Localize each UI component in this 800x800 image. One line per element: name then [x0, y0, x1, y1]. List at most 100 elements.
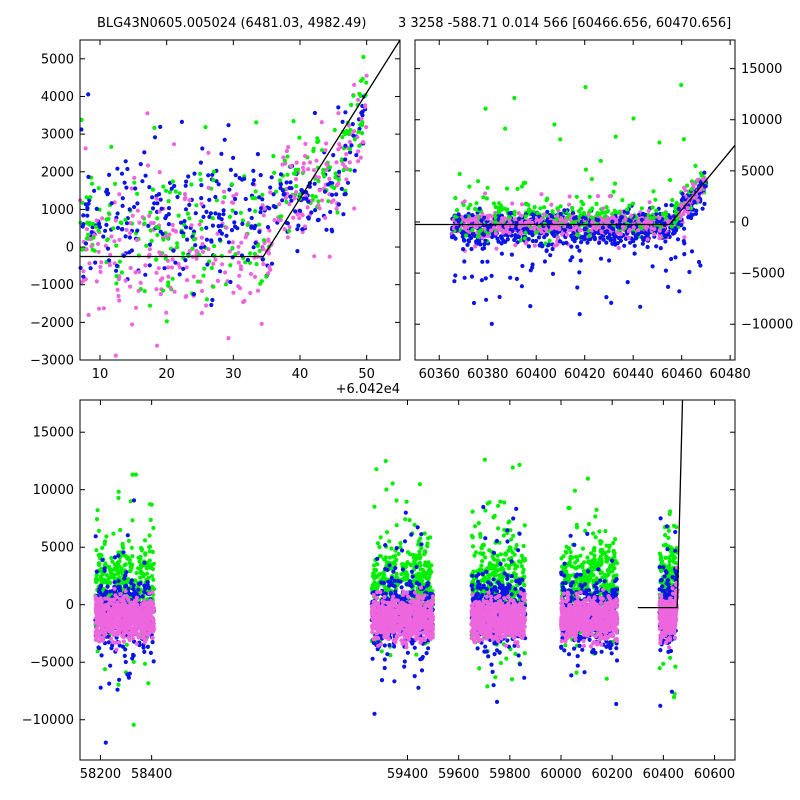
data-point: [111, 614, 116, 619]
data-point: [167, 232, 172, 237]
data-point: [301, 161, 306, 166]
data-point: [86, 312, 91, 318]
data-point: [151, 525, 156, 531]
data-point: [499, 219, 504, 224]
data-point: [255, 243, 260, 248]
data-point: [236, 260, 241, 265]
data-point: [513, 226, 519, 231]
data-point: [416, 685, 421, 690]
data-point: [198, 177, 203, 182]
data-point: [130, 554, 135, 559]
data-point: [142, 289, 147, 294]
data-point: [330, 229, 335, 234]
data-point: [170, 179, 175, 184]
data-point: [689, 249, 695, 254]
data-point: [265, 225, 271, 230]
data-point: [475, 237, 480, 243]
data-point: [81, 269, 86, 274]
data-point: [116, 495, 121, 501]
data-point: [480, 259, 485, 264]
data-point: [91, 235, 96, 240]
data-point: [221, 212, 226, 217]
data-point: [372, 504, 377, 509]
data-point: [128, 499, 133, 504]
data-point: [552, 219, 557, 224]
data-point: [149, 574, 155, 579]
data-point: [473, 244, 478, 249]
data-point: [382, 557, 388, 562]
data-point: [170, 257, 175, 262]
data-point: [94, 572, 99, 578]
data-point: [133, 186, 138, 191]
data-point: [666, 284, 671, 289]
data-point: [538, 206, 543, 211]
data-point: [508, 227, 513, 232]
data-point: [231, 290, 236, 295]
data-point: [327, 176, 332, 181]
data-point: [453, 195, 458, 201]
data-point: [403, 517, 408, 522]
data-point: [313, 208, 318, 213]
data-point: [658, 246, 663, 251]
data-point: [113, 218, 118, 223]
data-point: [175, 245, 180, 250]
data-point: [371, 571, 376, 576]
data-point: [363, 103, 368, 108]
data-point: [131, 722, 136, 727]
data-point: [654, 244, 659, 249]
data-point: [166, 206, 172, 211]
data-point: [109, 201, 114, 206]
data-point: [419, 668, 425, 673]
data-point: [581, 202, 586, 207]
data-point: [107, 606, 112, 611]
data-point: [518, 238, 524, 243]
data-point: [193, 211, 198, 216]
data-point: [547, 220, 552, 225]
data-point: [334, 192, 339, 197]
data-point: [105, 584, 110, 589]
data-point: [200, 146, 205, 151]
data-point: [93, 579, 99, 585]
model-line: [415, 144, 736, 226]
data-point: [597, 225, 602, 230]
data-point: [94, 548, 99, 553]
data-point: [231, 200, 236, 205]
data-point: [116, 584, 121, 590]
data-point: [78, 265, 83, 270]
data-point: [166, 274, 171, 279]
left-panel-title: BLG43N0605.005024 (6481.03, 4982.49): [97, 16, 367, 31]
data-point: [94, 279, 99, 284]
data-point: [534, 230, 539, 235]
data-point: [429, 563, 434, 568]
data-point: [587, 233, 592, 238]
data-point: [142, 590, 147, 595]
data-point: [419, 542, 424, 547]
data-point: [590, 220, 595, 225]
data-point: [243, 196, 248, 202]
data-point: [598, 158, 603, 163]
data-point: [627, 203, 632, 208]
data-point: [546, 242, 552, 247]
data-point: [622, 243, 627, 248]
data-point: [125, 166, 130, 172]
data-point: [682, 209, 687, 214]
data-point: [236, 244, 241, 249]
data-point: [124, 608, 129, 613]
data-point: [259, 279, 264, 284]
data-point: [604, 295, 609, 300]
data-point: [285, 235, 290, 240]
data-point: [404, 499, 409, 504]
data-point: [566, 224, 571, 229]
data-point: [344, 152, 349, 157]
data-point: [127, 207, 132, 212]
data-point: [136, 555, 141, 560]
data-point: [224, 225, 229, 230]
data-point: [257, 248, 262, 253]
data-point: [305, 205, 310, 210]
data-point: [126, 538, 131, 543]
data-point: [259, 321, 264, 326]
data-point: [682, 226, 687, 231]
data-point: [336, 177, 341, 182]
data-point: [87, 220, 92, 225]
data-point: [377, 544, 382, 550]
